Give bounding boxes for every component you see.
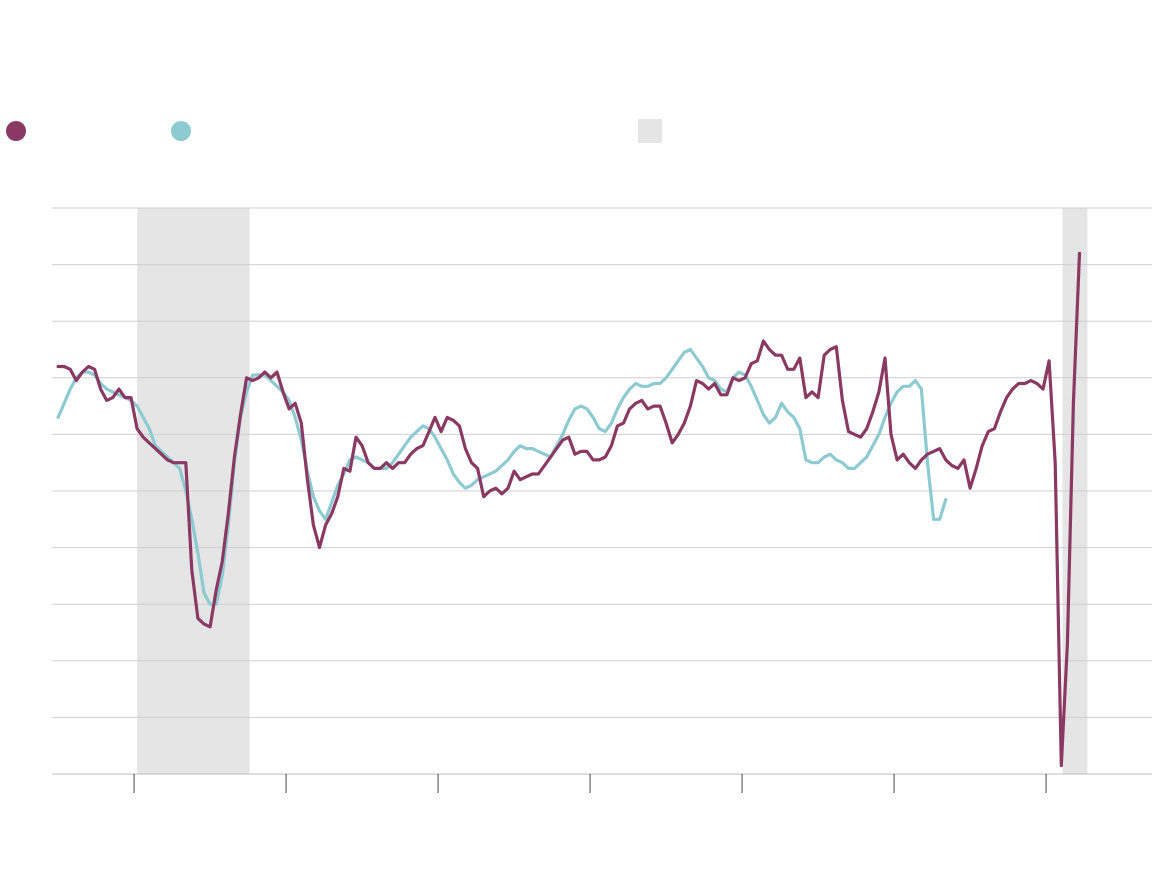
legend-swatch-series-b bbox=[171, 121, 191, 141]
legend bbox=[0, 116, 1160, 146]
legend-item-shading bbox=[638, 116, 670, 146]
legend-item-series-b bbox=[171, 116, 199, 146]
series-layer bbox=[56, 251, 1082, 768]
series-line-1 bbox=[56, 251, 1082, 768]
axis-layer bbox=[133, 774, 1047, 793]
series-line-2 bbox=[56, 347, 948, 606]
legend-item-series-a bbox=[6, 116, 34, 146]
legend-swatch-shading bbox=[638, 119, 662, 143]
legend-swatch-series-a bbox=[6, 121, 26, 141]
grid-layer bbox=[52, 207, 1152, 775]
